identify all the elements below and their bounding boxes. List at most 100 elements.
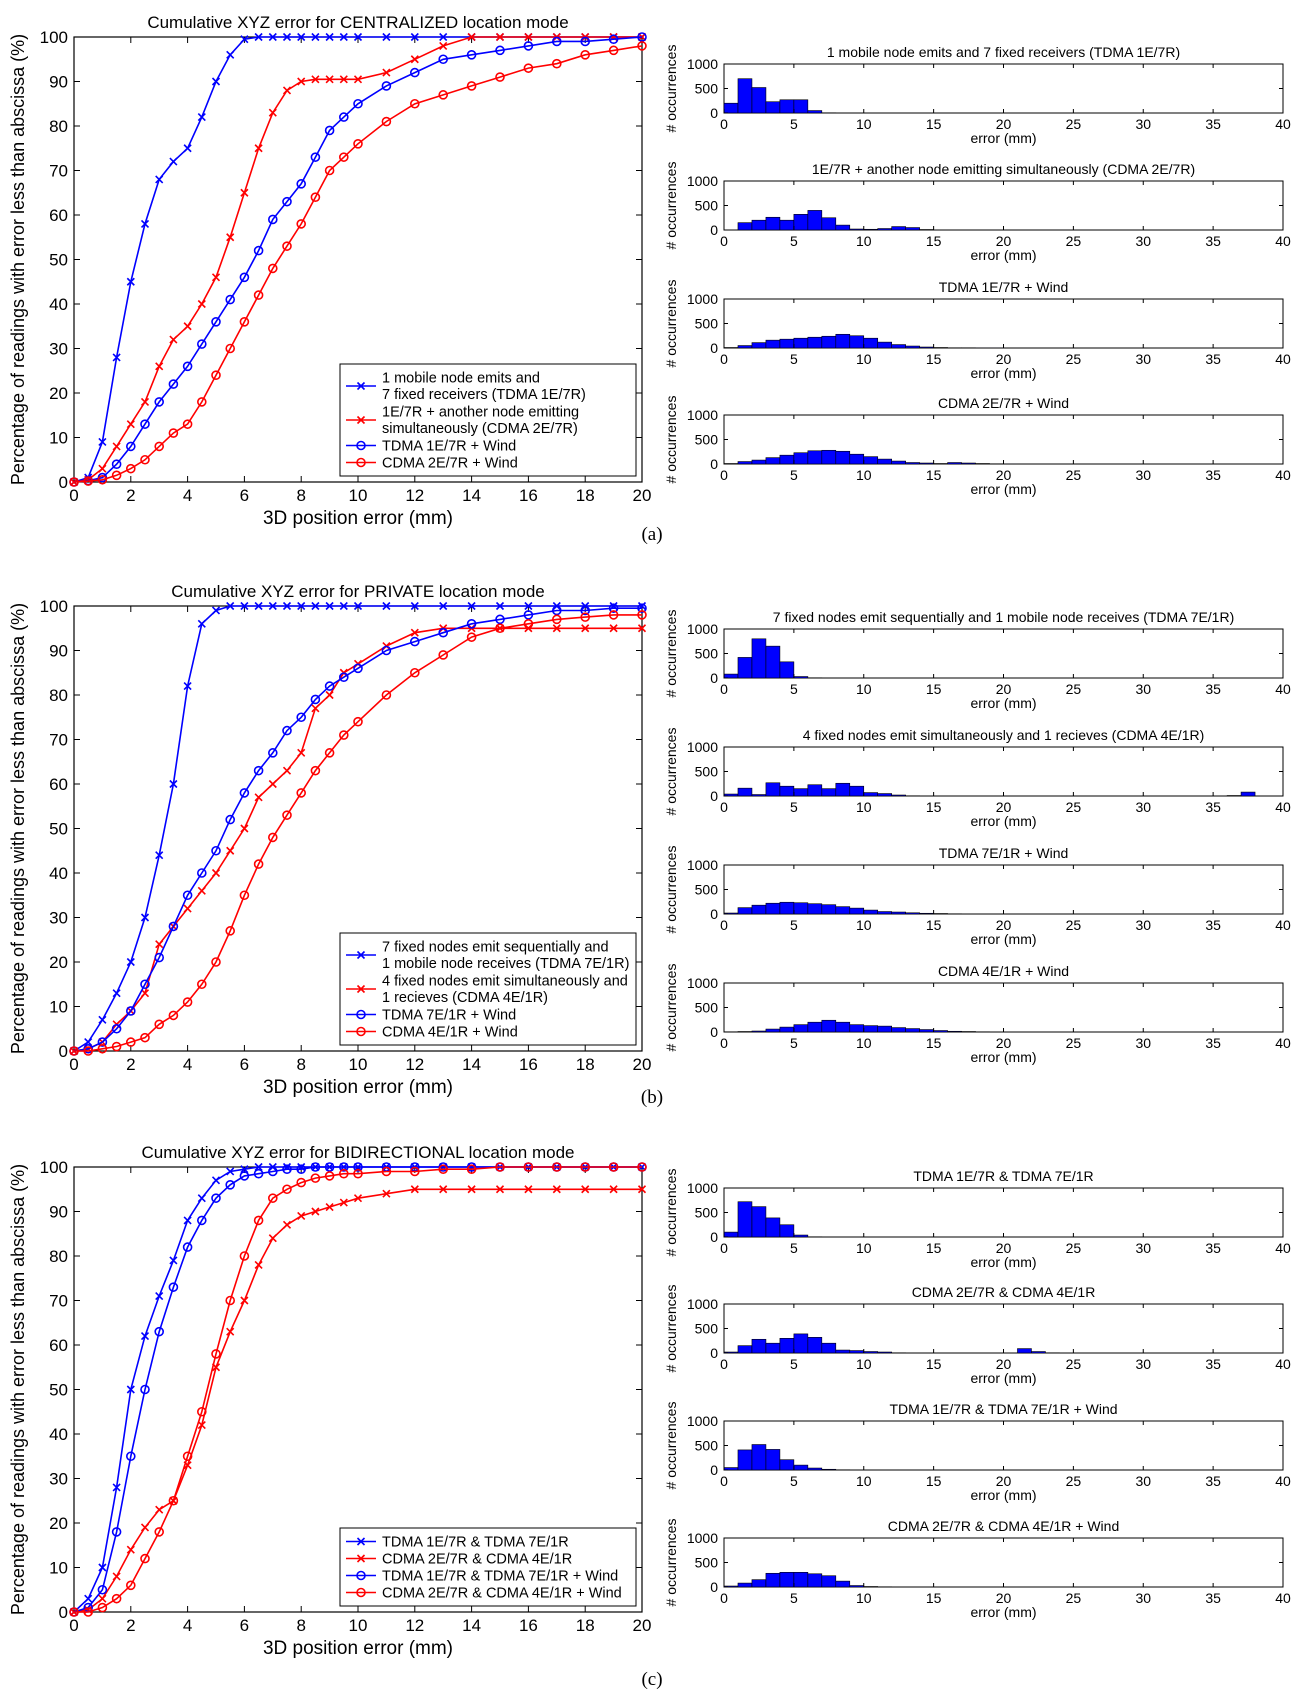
marker [551,614,562,625]
marker [197,397,207,407]
marker [112,989,121,998]
marker [254,144,263,153]
marker [140,1523,150,1532]
y-tick-label: 60 [49,206,68,225]
marker [325,601,334,611]
y-tick-label: 500 [695,763,719,779]
marker [608,45,619,56]
marker [282,1184,292,1195]
marker [239,272,250,283]
marker [97,1602,108,1613]
bar [849,228,865,231]
bar [863,228,879,231]
marker [409,98,420,109]
marker [353,1194,363,1203]
marker [225,926,235,936]
marker [154,952,164,963]
marker [69,1607,79,1617]
bar [737,657,753,679]
x-tick-label: 12 [405,1055,424,1074]
y-tick-label: 1000 [687,407,718,423]
y-tick-label: 0 [710,670,718,686]
bar [737,222,753,231]
marker [310,765,321,776]
y-tick-label: 1000 [687,56,718,72]
marker [268,1234,277,1243]
marker [438,90,449,100]
bar [793,99,809,114]
marker [112,442,121,451]
marker [226,846,235,855]
marker [140,1332,150,1341]
marker [339,1198,348,1207]
marker [197,1406,207,1417]
x-tick-label: 16 [519,1055,538,1074]
marker [311,601,320,611]
bar [891,1027,906,1033]
marker [297,1211,306,1221]
y-tick-label: 1000 [687,739,718,755]
chart-title: CDMA 4E/1R + Wind [938,963,1069,979]
marker [183,322,192,331]
marker [310,152,321,162]
x-tick-label: 6 [240,486,249,505]
bar [765,782,781,797]
bar [807,903,823,915]
bar [737,78,753,114]
marker [410,628,419,637]
marker [98,1563,107,1572]
x-tick-label: 35 [1205,116,1221,132]
x-tick-label: 5 [790,467,798,483]
y-axis-label: # occurrences [663,1169,679,1257]
marker [126,441,136,452]
bar [849,907,865,915]
x-tick-label: 40 [1275,1590,1291,1606]
marker [338,672,349,683]
bar [919,912,934,915]
marker [154,1527,164,1537]
legend-marker [356,1009,366,1020]
marker [296,1177,307,1188]
y-tick-label: 1000 [687,291,718,307]
chart-title: 1E/7R + another node emitting simultaneo… [812,161,1195,177]
y-tick-label: 60 [49,775,68,794]
x-tick-label: 40 [1275,1356,1291,1372]
series-line [74,614,642,1052]
marker [197,113,206,122]
y-axis-label: # occurrences [663,280,679,368]
bar [835,1349,851,1354]
y-tick-label: 10 [49,997,68,1016]
marker [297,748,306,757]
marker [409,67,420,78]
y-axis-label: # occurrences [663,1285,679,1373]
marker [253,859,264,869]
x-tick-label: 20 [633,1616,652,1635]
bar [751,1206,767,1238]
marker [325,75,334,84]
marker [282,1220,292,1229]
marker [253,1215,264,1226]
marker [183,904,192,913]
bar [779,1026,795,1033]
marker [154,1019,164,1030]
marker [155,175,164,184]
marker [267,832,278,843]
bar [751,342,767,349]
marker [523,618,534,629]
x-tick-label: 0 [720,1590,728,1606]
bar [835,906,851,915]
y-axis-label: # occurrences [663,162,679,250]
x-axis-label: error (mm) [970,1604,1036,1620]
y-tick-label: 50 [49,819,68,838]
x-tick-label: 25 [1066,233,1082,249]
x-tick-label: 40 [1275,233,1291,249]
marker [311,1207,320,1216]
marker [296,1164,307,1175]
x-tick-label: 4 [183,1055,192,1074]
x-axis-label: error (mm) [970,247,1036,263]
marker [140,419,150,429]
x-tick-label: 25 [1066,351,1082,367]
marker [282,32,292,42]
marker [410,32,419,42]
marker [183,1216,192,1225]
